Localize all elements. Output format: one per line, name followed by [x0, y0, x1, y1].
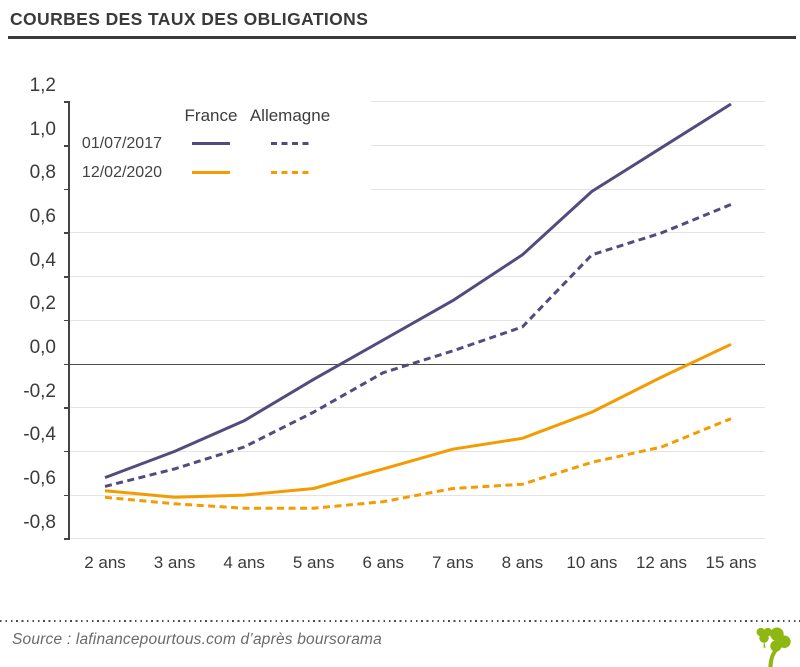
y-axis-tick	[64, 538, 69, 540]
x-tick-label: 6 ans	[362, 553, 405, 572]
dotted-separator	[0, 620, 800, 622]
gridline	[69, 276, 765, 278]
gridline	[69, 101, 765, 103]
gridline	[69, 450, 765, 452]
legend-header-france: France	[184, 106, 238, 125]
y-axis-line	[68, 101, 70, 540]
y-axis-tick	[64, 363, 69, 365]
gridline	[69, 407, 765, 409]
legend-date-2020: 12/02/2020	[81, 164, 162, 181]
x-tick-label: 8 ans	[501, 553, 544, 572]
title-underline	[8, 36, 796, 39]
legend-swatch-allemagne-2017	[271, 142, 309, 145]
page-title: COURBES DES TAUX DES OBLIGATIONS	[10, 9, 369, 29]
x-tick-label: 5 ans	[292, 553, 335, 572]
x-tick-label: 4 ans	[223, 553, 265, 572]
x-tick-label: 10 ans	[566, 553, 618, 572]
zero-gridline	[69, 363, 765, 365]
y-axis-tick	[64, 450, 69, 453]
legend-date-2017: 01/07/2017	[81, 135, 162, 152]
y-axis-tick	[64, 101, 69, 103]
x-tick-label: 2 ans	[84, 553, 126, 572]
gridline	[69, 494, 765, 496]
y-tick-label: -0,6	[23, 468, 56, 490]
legend-swatch-france-2020	[192, 171, 230, 174]
x-tick-label: 7 ans	[432, 553, 474, 572]
gridline	[69, 232, 765, 234]
y-axis-tick	[64, 407, 69, 409]
y-tick-label: 0,0	[29, 337, 56, 358]
x-tick-label: 12 ans	[635, 553, 687, 572]
gridline	[69, 538, 765, 540]
legend-swatch-allemagne-2020	[271, 171, 309, 174]
series-line-2-france-12-02-2020	[104, 342, 732, 499]
y-tick-label: 0,4	[29, 249, 56, 271]
tree-logo-icon	[756, 627, 791, 667]
source-text: Source : lafinancepourtous.com d’après b…	[12, 631, 382, 648]
y-axis-tick	[64, 276, 69, 278]
y-tick-label: 0,8	[29, 162, 56, 184]
y-axis-tick	[64, 494, 69, 497]
y-tick-label: -0,8	[23, 511, 56, 533]
x-tick-label: 3 ans	[153, 553, 196, 572]
y-axis-tick	[64, 319, 69, 322]
y-axis-tick	[64, 232, 69, 234]
legend-swatch-france-2017	[192, 142, 230, 145]
legend-header-allemagne: Allemagne	[249, 106, 331, 125]
gridline	[69, 319, 765, 321]
y-axis-tick	[64, 188, 69, 191]
y-tick-label: 1,0	[29, 118, 56, 140]
y-tick-label: -0,2	[23, 380, 56, 402]
x-tick-label: 15 ans	[705, 553, 757, 572]
y-axis-tick	[64, 145, 69, 147]
series-line-1-allemagne-01-07-2017	[104, 203, 732, 488]
y-tick-label: -0,4	[23, 424, 56, 446]
y-tick-label: 0,2	[29, 293, 56, 315]
y-tick-label: 1,2	[29, 74, 56, 96]
y-tick-label: 0,6	[29, 205, 56, 227]
